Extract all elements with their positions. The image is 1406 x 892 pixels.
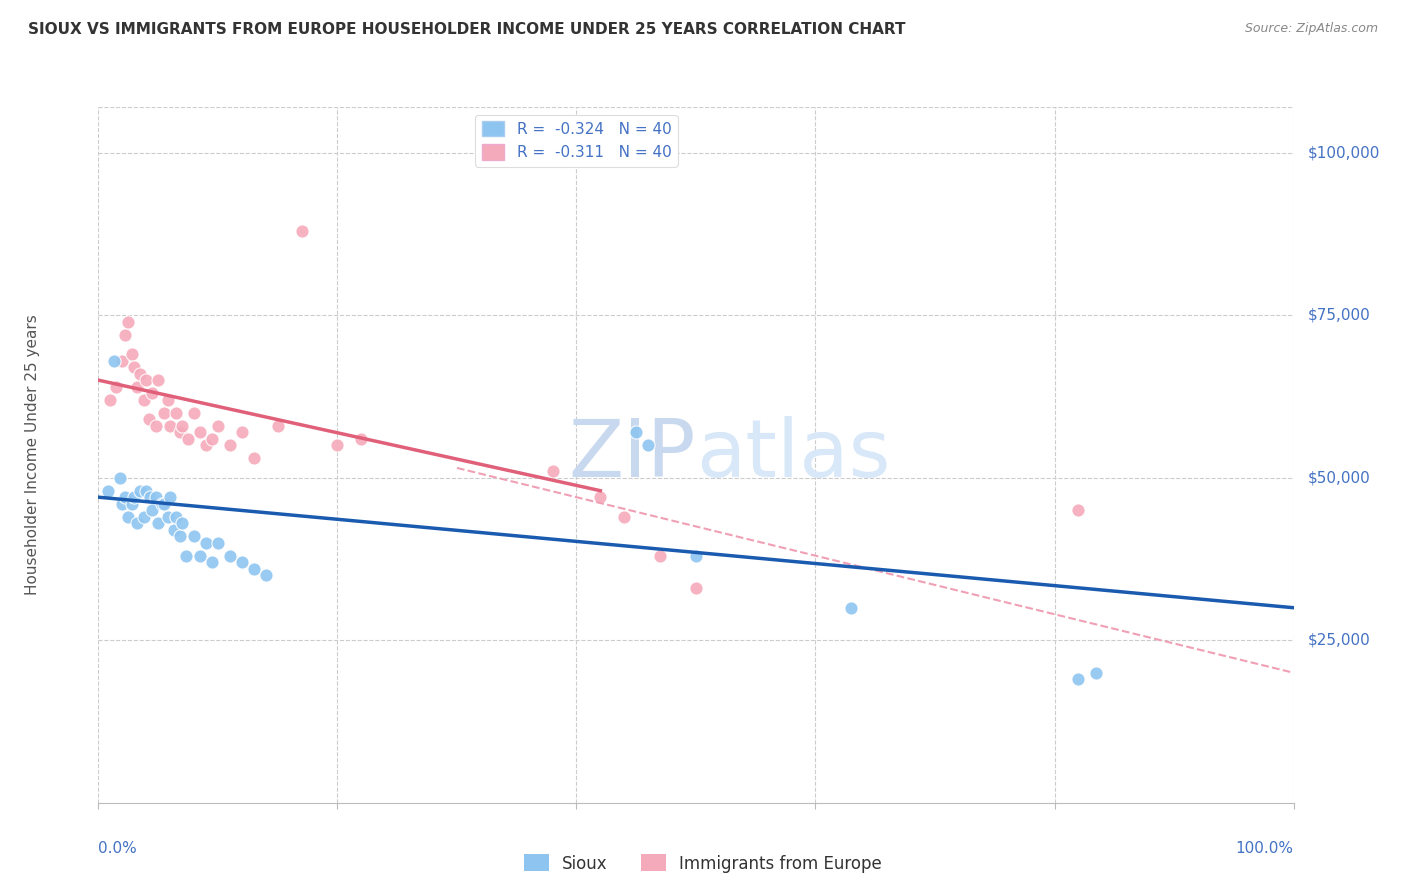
Point <box>121 347 143 361</box>
Point <box>111 353 134 368</box>
Point <box>163 523 186 537</box>
Point <box>589 490 612 504</box>
Point <box>125 516 148 531</box>
Point <box>159 418 181 433</box>
Point <box>129 483 152 498</box>
Point <box>124 490 146 504</box>
Point <box>172 516 194 531</box>
Point <box>156 392 179 407</box>
Point <box>183 406 205 420</box>
Point <box>97 483 120 498</box>
Point <box>685 581 707 595</box>
Point <box>613 509 636 524</box>
Point <box>1067 503 1090 517</box>
Point <box>207 535 229 549</box>
Point <box>350 432 373 446</box>
Point <box>148 373 170 387</box>
Point <box>231 555 253 569</box>
Point <box>207 418 229 433</box>
Point <box>103 353 125 368</box>
Text: 0.0%: 0.0% <box>98 841 138 856</box>
Text: Householder Income Under 25 years: Householder Income Under 25 years <box>25 315 41 595</box>
Point <box>243 451 266 466</box>
Point <box>169 425 191 439</box>
Point <box>194 438 217 452</box>
Point <box>174 549 197 563</box>
Text: $50,000: $50,000 <box>1308 470 1371 485</box>
Point <box>165 406 187 420</box>
Point <box>231 425 253 439</box>
Point <box>201 555 224 569</box>
Point <box>132 392 155 407</box>
Text: $100,000: $100,000 <box>1308 145 1379 160</box>
Point <box>139 490 162 504</box>
Legend: R =  -0.324   N = 40, R =  -0.311   N = 40: R = -0.324 N = 40, R = -0.311 N = 40 <box>475 115 678 167</box>
Point <box>117 315 139 329</box>
Text: SIOUX VS IMMIGRANTS FROM EUROPE HOUSEHOLDER INCOME UNDER 25 YEARS CORRELATION CH: SIOUX VS IMMIGRANTS FROM EUROPE HOUSEHOL… <box>28 22 905 37</box>
Point <box>624 425 647 439</box>
Point <box>121 497 143 511</box>
Point <box>188 549 211 563</box>
Point <box>541 464 564 478</box>
Text: ZIP: ZIP <box>568 416 696 494</box>
Point <box>159 490 181 504</box>
Point <box>145 490 167 504</box>
Point <box>243 562 266 576</box>
Point <box>111 497 134 511</box>
Point <box>165 509 187 524</box>
Point <box>685 549 707 563</box>
Point <box>145 418 167 433</box>
Point <box>267 418 290 433</box>
Point <box>108 471 131 485</box>
Point <box>188 425 211 439</box>
Point <box>117 509 139 524</box>
Legend: Sioux, Immigrants from Europe: Sioux, Immigrants from Europe <box>517 847 889 880</box>
Point <box>105 379 128 393</box>
Point <box>114 490 136 504</box>
Point <box>290 224 312 238</box>
Point <box>132 509 155 524</box>
Point <box>1085 665 1108 680</box>
Point <box>129 367 152 381</box>
Point <box>141 503 163 517</box>
Point <box>148 516 170 531</box>
Text: atlas: atlas <box>696 416 890 494</box>
Point <box>637 438 659 452</box>
Point <box>124 360 146 375</box>
Point <box>177 432 200 446</box>
Point <box>219 438 242 452</box>
Text: Source: ZipAtlas.com: Source: ZipAtlas.com <box>1244 22 1378 36</box>
Point <box>194 535 217 549</box>
Text: $75,000: $75,000 <box>1308 308 1371 323</box>
Point <box>125 379 148 393</box>
Point <box>138 412 160 426</box>
Point <box>150 497 173 511</box>
Point <box>326 438 349 452</box>
Point <box>141 386 163 401</box>
Text: 100.0%: 100.0% <box>1236 841 1294 856</box>
Point <box>183 529 205 543</box>
Point <box>1067 672 1090 686</box>
Point <box>153 497 176 511</box>
Point <box>114 327 136 342</box>
Point <box>135 373 157 387</box>
Text: $25,000: $25,000 <box>1308 632 1371 648</box>
Point <box>98 392 122 407</box>
Point <box>153 406 176 420</box>
Point <box>156 509 179 524</box>
Point <box>135 483 157 498</box>
Point <box>201 432 224 446</box>
Point <box>839 600 862 615</box>
Point <box>219 549 242 563</box>
Point <box>169 529 191 543</box>
Point <box>172 418 194 433</box>
Point <box>648 549 672 563</box>
Point <box>254 568 277 582</box>
